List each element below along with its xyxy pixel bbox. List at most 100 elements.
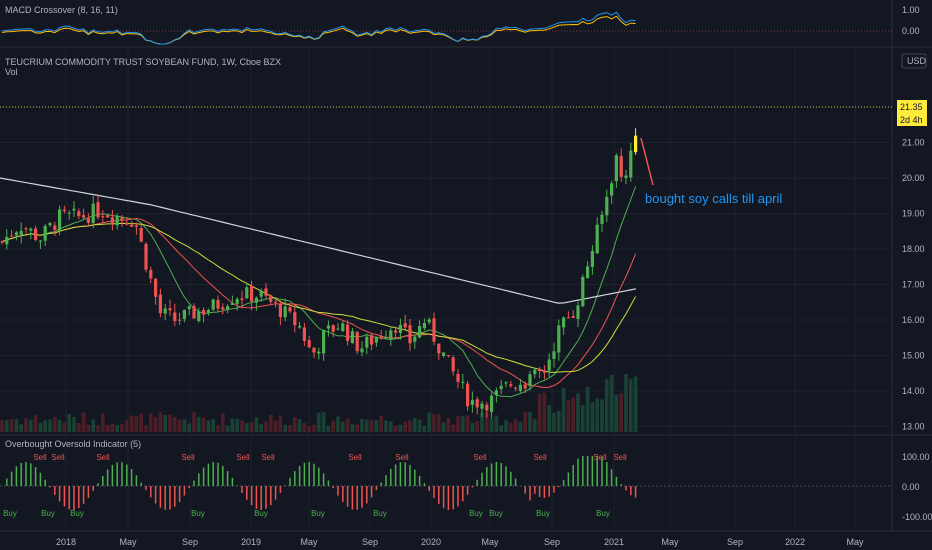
candle-body — [240, 298, 244, 300]
volume-bar — [537, 393, 542, 432]
volume-bar — [355, 424, 359, 432]
sell-signal-label: Sell — [613, 453, 627, 462]
candle-body — [264, 288, 268, 296]
volume-bar — [379, 415, 383, 432]
candle-body — [360, 348, 364, 353]
volume-bar — [302, 422, 307, 432]
candle-body — [115, 216, 119, 226]
volume-bar — [480, 412, 484, 432]
annotation-arrow[interactable] — [640, 137, 654, 186]
candle-body — [269, 295, 273, 302]
time-tick: Sep — [182, 537, 198, 547]
volume-bar — [475, 421, 479, 432]
candle-body — [614, 155, 618, 182]
price-tick: 21.00 — [902, 138, 925, 148]
moving-average-line — [1, 222, 637, 373]
sell-signal-label: Sell — [348, 453, 362, 462]
volume-bar — [576, 393, 580, 432]
candle-body — [24, 228, 28, 230]
volume-bar — [5, 420, 9, 432]
candle-body — [326, 325, 330, 329]
buy-signal-label: Buy — [536, 509, 550, 518]
time-axis[interactable]: 2018 May Sep 2019 May Sep 2020 May Sep 2021 May Sep… — [56, 537, 864, 547]
price-tick: 14.00 — [902, 386, 925, 396]
candle-body — [187, 306, 191, 310]
volume-bar — [67, 413, 71, 432]
candle-body — [38, 240, 42, 242]
candle-body — [480, 403, 484, 409]
volume-bar — [230, 418, 235, 432]
candle-body — [29, 228, 33, 231]
volume-bar — [288, 425, 292, 432]
volume-bar — [273, 420, 278, 432]
volume-bar — [225, 425, 230, 432]
annotation-text[interactable]: bought soy calls till april — [645, 191, 782, 206]
volume-bar — [134, 415, 139, 432]
candle-body — [34, 228, 38, 240]
volume-bar — [605, 379, 609, 432]
candle-body — [552, 351, 556, 359]
macd-line — [1, 11, 636, 45]
volume-bar — [264, 421, 268, 432]
candle-body — [509, 384, 513, 386]
volume-bar — [283, 424, 287, 432]
volume-bar — [461, 416, 465, 432]
volume-bar — [149, 413, 153, 432]
vol-label: Vol — [5, 67, 18, 77]
time-tick: May — [846, 537, 864, 547]
volume-bar — [432, 414, 436, 432]
buy-signal-label: Buy — [311, 509, 325, 518]
price-tick: 19.00 — [902, 209, 925, 219]
time-tick: May — [661, 537, 679, 547]
candle-body — [154, 278, 158, 297]
candle-body — [317, 351, 321, 354]
candle-body — [562, 317, 566, 328]
volume-bar — [235, 419, 239, 432]
candle-body — [82, 215, 86, 218]
candle-body — [245, 287, 249, 299]
candle-body — [10, 235, 14, 237]
volume-bar — [513, 419, 518, 432]
candle-body — [322, 329, 326, 354]
volume-bar — [192, 412, 196, 432]
sell-signal-label: Sell — [473, 453, 487, 462]
price-tick: 15.00 — [902, 351, 925, 361]
candle-body — [0, 241, 4, 243]
candle-body — [547, 359, 551, 371]
volume-bar — [221, 413, 225, 432]
candle-body — [125, 222, 129, 225]
candle-body — [86, 218, 90, 223]
candle-body — [422, 322, 426, 329]
volume-bar — [86, 424, 91, 432]
currency-badge[interactable] — [901, 53, 927, 69]
volume-bar — [619, 393, 623, 432]
volume-bar — [173, 416, 177, 432]
candle-body — [206, 309, 210, 313]
countdown-label: 2d 4h — [900, 115, 923, 125]
buy-signal-label: Buy — [41, 509, 55, 518]
volume-bar — [389, 421, 393, 432]
volume-bar — [33, 415, 38, 432]
volume-bar — [581, 405, 585, 432]
candle-body — [120, 217, 124, 221]
candle-body — [110, 217, 114, 223]
volume-bar — [609, 374, 614, 432]
candle-body — [202, 310, 206, 315]
candle-body — [192, 306, 196, 319]
volume-bar — [441, 421, 446, 432]
volume-bar — [43, 420, 47, 432]
candle-body — [408, 325, 412, 344]
candle-body — [629, 150, 633, 178]
candle-body — [197, 311, 201, 322]
sell-signal-label: Sell — [236, 453, 250, 462]
volume-bar — [470, 422, 475, 432]
volume-bar — [494, 415, 499, 432]
volume-bar — [499, 425, 503, 432]
candle-body — [581, 276, 585, 307]
time-tick: 2022 — [785, 537, 805, 547]
candle-body — [442, 352, 446, 356]
candle-body — [302, 327, 306, 341]
buy-signal-label: Buy — [489, 509, 503, 518]
candle-body — [403, 323, 407, 328]
